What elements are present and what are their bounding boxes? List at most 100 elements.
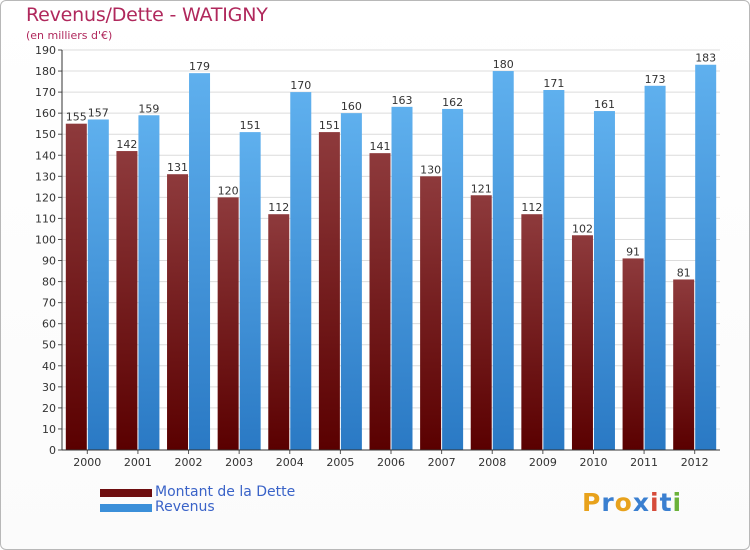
x-tick-label: 2010 xyxy=(579,456,607,469)
data-label-revenus: 173 xyxy=(645,73,666,86)
y-tick-label: 110 xyxy=(35,212,56,225)
y-tick-label: 190 xyxy=(35,44,56,57)
data-label-dette: 142 xyxy=(116,138,137,151)
data-label-dette: 120 xyxy=(218,184,239,197)
y-tick-label: 90 xyxy=(42,255,56,268)
data-label-revenus: 180 xyxy=(493,58,514,71)
chart-subtitle: (en milliers d'€) xyxy=(26,29,113,42)
y-tick-label: 140 xyxy=(35,149,56,162)
bar-revenus xyxy=(695,64,717,450)
y-tick-label: 120 xyxy=(35,191,56,204)
x-tick-label: 2001 xyxy=(124,456,152,469)
data-label-dette: 102 xyxy=(572,222,593,235)
bar-dette xyxy=(369,153,391,450)
data-label-dette: 130 xyxy=(420,163,441,176)
bar-dette xyxy=(268,214,290,450)
x-tick-label: 2012 xyxy=(681,456,709,469)
logo-letter: i xyxy=(650,488,660,517)
bar-revenus xyxy=(543,90,565,450)
data-label-dette: 131 xyxy=(167,161,188,174)
legend-label-dette: Montant de la Dette xyxy=(155,484,296,500)
data-label-revenus: 157 xyxy=(88,106,109,119)
bar-revenus xyxy=(340,113,362,450)
data-label-dette: 141 xyxy=(370,140,391,153)
y-tick-label: 20 xyxy=(42,402,56,415)
bar-dette xyxy=(420,176,442,450)
bar-revenus xyxy=(138,115,160,451)
logo-letter: o xyxy=(614,488,633,517)
data-label-dette: 151 xyxy=(319,119,340,132)
proxiti-logo: Proxiti xyxy=(582,488,682,517)
y-tick-label: 180 xyxy=(35,65,56,78)
x-tick-label: 2004 xyxy=(276,456,304,469)
data-label-dette: 81 xyxy=(677,266,691,279)
data-label-dette: 121 xyxy=(471,182,492,195)
logo-letter: r xyxy=(601,488,615,517)
logo-letter: t xyxy=(659,488,673,517)
x-tick-label: 2007 xyxy=(428,456,456,469)
data-label-dette: 112 xyxy=(521,201,542,214)
x-tick-label: 2003 xyxy=(225,456,253,469)
data-label-revenus: 151 xyxy=(240,119,261,132)
data-label-revenus: 183 xyxy=(695,52,716,65)
y-tick-label: 160 xyxy=(35,107,56,120)
y-tick-label: 70 xyxy=(42,297,56,310)
x-tick-label: 2006 xyxy=(377,456,405,469)
y-tick-label: 100 xyxy=(35,233,56,246)
y-tick-label: 80 xyxy=(42,276,56,289)
y-tick-label: 60 xyxy=(42,318,56,331)
x-tick-label: 2009 xyxy=(529,456,557,469)
plot-area xyxy=(62,50,720,450)
x-tick-label: 2000 xyxy=(73,456,101,469)
bar-revenus xyxy=(239,132,261,450)
bar-dette xyxy=(65,123,87,451)
bar-revenus xyxy=(290,92,312,451)
bar-revenus xyxy=(442,108,464,451)
logo-letter: i xyxy=(672,488,683,517)
legend-label-revenus: Revenus xyxy=(155,499,215,515)
data-label-revenus: 160 xyxy=(341,100,362,113)
legend-swatch-dette xyxy=(100,489,152,497)
bar-dette xyxy=(571,235,593,450)
y-tick-label: 10 xyxy=(42,423,56,436)
bar-dette xyxy=(622,258,644,450)
y-tick-label: 130 xyxy=(35,170,56,183)
data-label-revenus: 159 xyxy=(138,102,159,115)
bar-dette xyxy=(217,197,239,450)
x-tick-label: 2011 xyxy=(630,456,658,469)
bar-revenus xyxy=(87,119,109,450)
bar-dette xyxy=(521,214,543,450)
bar-revenus xyxy=(644,85,666,450)
y-tick-label: 0 xyxy=(49,444,56,457)
y-tick-label: 30 xyxy=(42,381,56,394)
legend-swatch-revenus xyxy=(100,504,152,512)
bar-dette xyxy=(167,174,189,451)
y-tick-label: 40 xyxy=(42,360,56,373)
x-tick-label: 2005 xyxy=(326,456,354,469)
chart-title: Revenus/Dette - WATIGNY xyxy=(26,4,268,26)
data-label-dette: 155 xyxy=(66,111,87,124)
x-tick-label: 2002 xyxy=(175,456,203,469)
bar-revenus xyxy=(593,111,615,450)
x-tick-label: 2008 xyxy=(478,456,506,469)
data-label-revenus: 162 xyxy=(442,96,463,109)
data-label-dette: 112 xyxy=(268,201,289,214)
data-label-dette: 91 xyxy=(626,245,640,258)
bar-revenus xyxy=(492,71,514,450)
bar-dette xyxy=(470,195,492,450)
data-label-revenus: 179 xyxy=(189,60,210,73)
data-label-revenus: 170 xyxy=(290,79,311,92)
bar-revenus xyxy=(391,106,413,450)
data-label-revenus: 163 xyxy=(392,94,413,107)
logo-letter: x xyxy=(632,488,650,517)
data-label-revenus: 171 xyxy=(543,77,564,90)
data-label-revenus: 161 xyxy=(594,98,615,111)
bar-dette xyxy=(673,279,695,450)
bar-dette xyxy=(116,151,138,451)
y-tick-label: 170 xyxy=(35,86,56,99)
bar-dette xyxy=(318,132,340,450)
y-tick-label: 150 xyxy=(35,128,56,141)
y-tick-label: 50 xyxy=(42,339,56,352)
bar-revenus xyxy=(189,73,211,450)
